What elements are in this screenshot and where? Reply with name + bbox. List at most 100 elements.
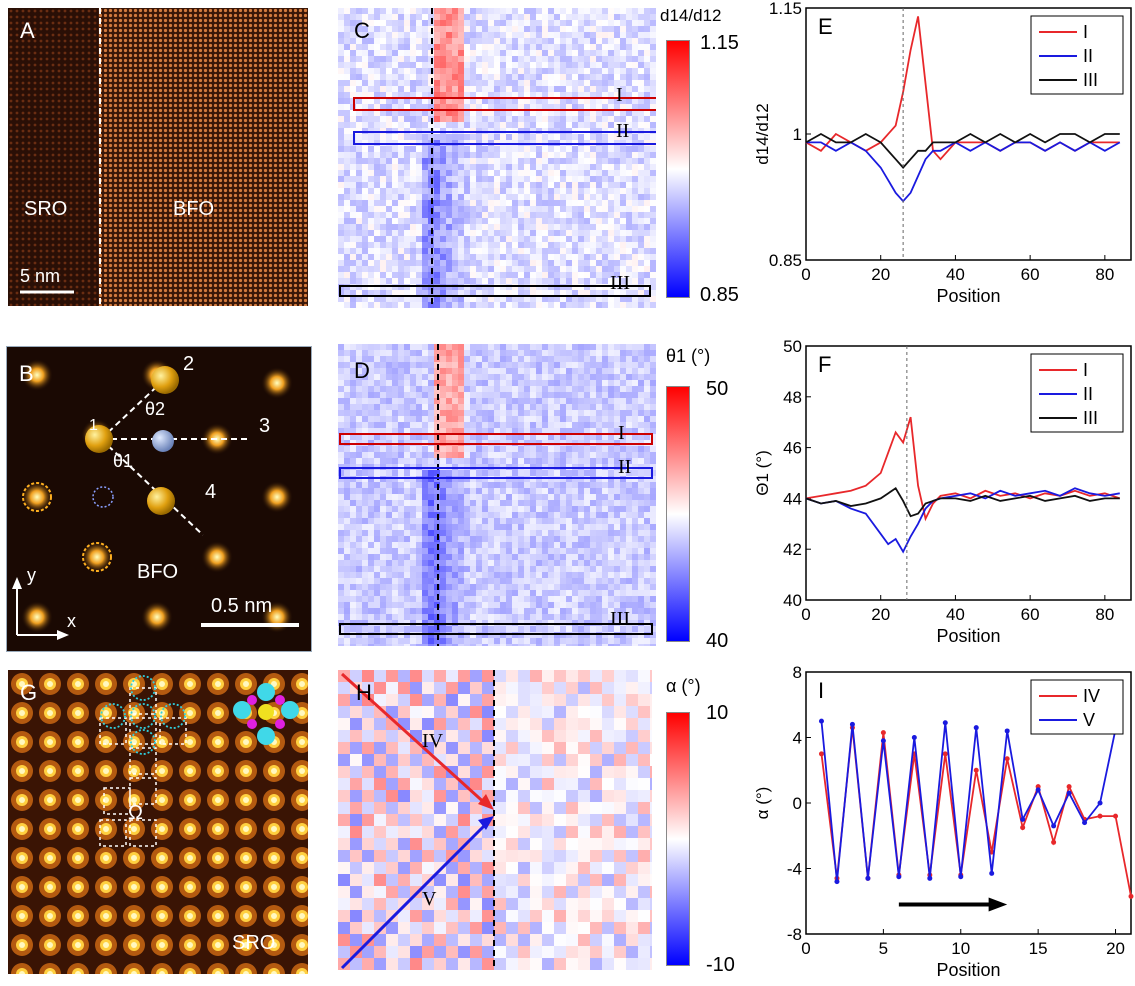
direction-arrow-head (988, 897, 1008, 912)
panel-b-image: B 2 3 4 1 θ2 θ1 BFO 0.5 nm y x (6, 346, 312, 652)
theta1-label: θ1 (113, 451, 134, 471)
data-point-IV (1128, 893, 1134, 899)
arrow-label-iv: IV (422, 730, 444, 752)
theta2-label: θ2 (145, 399, 166, 419)
atom-label-1: 1 (89, 417, 98, 434)
panel-d-map: D I II III (338, 344, 656, 646)
colorbar-h-max: 10 (706, 702, 729, 724)
data-point-V (818, 718, 824, 724)
atom-4 (147, 487, 175, 515)
data-point-IV (973, 767, 979, 773)
panel-c-map: C I II III (338, 8, 656, 308)
data-point-IV (1113, 813, 1119, 819)
y-tick-label: 1.15 (769, 0, 802, 18)
panel-h-map: H IV V (338, 670, 652, 970)
box-label-c-3: III (610, 272, 630, 294)
sro-label-g: SRO (232, 932, 276, 954)
y-tick-label: 4 (793, 729, 802, 748)
strain-map-c (338, 8, 656, 308)
arrow-label-v: V (422, 888, 437, 910)
panel-label: I (818, 678, 824, 703)
colorbar-c-max: 1.15 (700, 32, 739, 54)
colorbar-c-min: 0.85 (700, 284, 739, 306)
data-point-V (880, 738, 886, 744)
bfo-label: BFO (173, 198, 215, 220)
x-axis-label: Position (936, 960, 1000, 980)
x-tick-label: 15 (1029, 939, 1048, 958)
atom-1 (85, 425, 113, 453)
box-label-d-1: I (618, 422, 625, 444)
data-point-V (1066, 790, 1072, 796)
data-point-IV (1097, 813, 1103, 819)
box-label-c-2: II (616, 120, 630, 142)
data-point-V (927, 875, 933, 881)
legend-label-II: II (1083, 46, 1093, 66)
atom-label-3: 3 (259, 415, 271, 437)
panel-label: E (818, 14, 833, 39)
data-point-V (1097, 800, 1103, 806)
center-atom (152, 430, 174, 452)
x-tick-label: 20 (871, 605, 890, 624)
y-tick-label: -4 (787, 860, 802, 879)
y-tick-label: 48 (783, 388, 802, 407)
data-point-V (1020, 816, 1026, 822)
arrow-iv (340, 672, 490, 808)
box-c-3 (339, 285, 651, 297)
colorbar-d-max: 50 (706, 378, 729, 400)
y-axis-label: α (°) (753, 787, 772, 820)
data-point-V (1051, 823, 1057, 829)
y-tick-label: 44 (783, 489, 802, 508)
y-tick-label: 46 (783, 439, 802, 458)
sro-label: SRO (24, 198, 68, 220)
omega-label: Ω (128, 802, 143, 824)
data-point-IV (942, 751, 948, 757)
data-point-V (1082, 820, 1088, 826)
colorbar-d (666, 386, 690, 642)
data-point-V (1004, 728, 1010, 734)
arrow-v (340, 820, 490, 970)
atom-label-2: 2 (183, 353, 195, 375)
scale-label-a: 5 nm (20, 266, 61, 286)
legend-label-I: I (1083, 360, 1088, 380)
x-tick-label: 60 (1021, 265, 1040, 284)
colorbar-h-min: -10 (706, 954, 735, 976)
data-point-IV (1066, 784, 1072, 790)
x-tick-label: 80 (1095, 605, 1114, 624)
chart-i: 0 5 10 15 20 -8 -4 0 4 8 Position α (°) I IV V (753, 663, 1134, 980)
panel-label-b: B (19, 361, 34, 386)
atom-2 (151, 366, 179, 394)
data-point-V (958, 874, 964, 880)
legend-box (1030, 679, 1124, 735)
atomic-image-b (12, 359, 299, 640)
panel-a-image: A SRO BFO 5 nm (8, 8, 308, 306)
panel-g-image: G Ω SRO (8, 670, 308, 974)
legend-label-V: V (1083, 710, 1095, 730)
y-tick-label: 0 (793, 794, 802, 813)
x-tick-label: 60 (1021, 605, 1040, 624)
x-tick-label: 40 (946, 605, 965, 624)
data-point-IV (1020, 825, 1026, 831)
legend-label-III: III (1083, 70, 1098, 90)
data-point-IV (1051, 839, 1057, 845)
rotation-map-h (338, 670, 652, 970)
colorbar-c-title: d14/d12 (660, 6, 722, 25)
panel-label-g: G (20, 680, 38, 705)
y-tick-label: 50 (783, 337, 802, 356)
axis-y-label: y (27, 565, 36, 585)
legend-label-II: II (1083, 384, 1093, 404)
data-point-V (911, 735, 917, 740)
atom-label-4: 4 (205, 481, 217, 503)
series-line-V (820, 721, 1117, 882)
data-point-V (849, 721, 855, 727)
panel-label-d: D (354, 358, 370, 383)
data-point-IV (1004, 756, 1010, 762)
x-tick-label: 40 (946, 265, 965, 284)
x-tick-label: 5 (879, 939, 888, 958)
x-tick-label: 10 (951, 939, 970, 958)
axis-x-label: x (67, 611, 76, 631)
x-axis-label: Position (936, 626, 1000, 646)
box-d-3 (339, 623, 653, 635)
bfo-label-b: BFO (137, 561, 179, 583)
series-line-II (806, 141, 1121, 203)
